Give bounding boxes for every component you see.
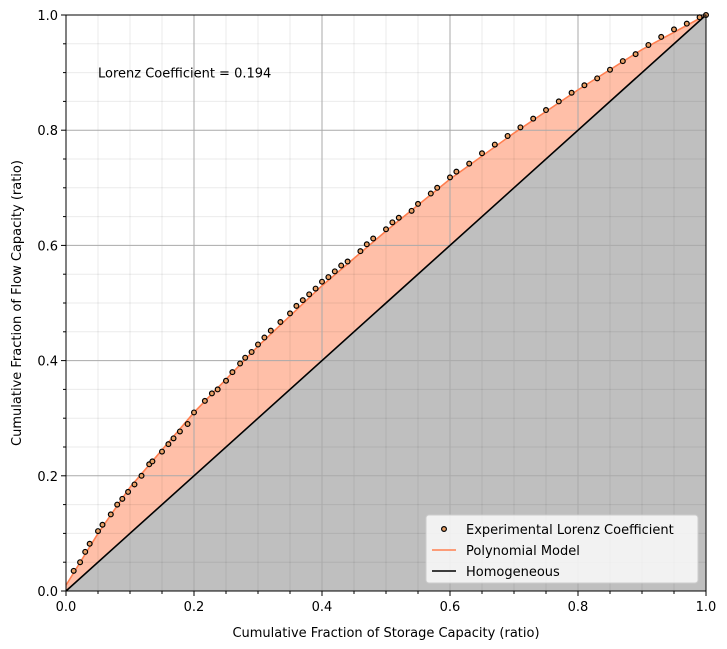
scatter-point [261, 334, 268, 341]
y-axis-label: Cumulative Fraction of Flow Capacity (ra… [10, 160, 25, 446]
scatter-point [248, 348, 255, 355]
line [65, 14, 707, 592]
scatter-point [86, 540, 93, 547]
scatter-point [632, 51, 639, 58]
scatter-point [293, 302, 300, 309]
scatter-point [131, 481, 138, 488]
scatter-point [453, 168, 460, 175]
scatter-point [479, 150, 486, 157]
y-tick-label: 1.0 [37, 9, 58, 24]
scatter-point [344, 258, 351, 265]
x-axis-label: Cumulative Fraction of Storage Capacity … [232, 626, 539, 641]
scatter-point [277, 319, 284, 326]
y-tick-label: 0.0 [37, 585, 58, 600]
scatter-point [606, 66, 613, 73]
scatter-point [389, 219, 396, 226]
scatter-point [542, 107, 549, 114]
scatter-point [208, 390, 215, 397]
scatter-point [370, 235, 377, 242]
scatter-point [287, 310, 294, 317]
scatter-point [299, 297, 306, 304]
scatter-point [125, 488, 132, 495]
scatter-point [214, 386, 221, 393]
scatter-point [408, 207, 415, 214]
legend-label: Polynomial Model [466, 544, 580, 559]
scatter-point [338, 262, 345, 269]
x-tick-label: 0.2 [184, 600, 205, 615]
scatter-point [530, 115, 537, 122]
scatter-point [237, 360, 244, 367]
scatter-point [149, 458, 156, 465]
legend-label: Homogeneous [466, 565, 560, 580]
scatter-point [517, 124, 524, 131]
legend-label: Experimental Lorenz Coefficient [466, 523, 674, 538]
scatter-point [242, 354, 249, 361]
scatter-point [357, 248, 364, 255]
scatter-point [99, 521, 106, 528]
scatter-point [255, 341, 262, 348]
scatter-point [312, 285, 319, 292]
scatter-point [319, 278, 326, 285]
scatter-point [223, 377, 230, 384]
scatter-point [331, 268, 338, 275]
scatter-point [581, 82, 588, 89]
scatter-point [77, 559, 84, 566]
x-tick-label: 0.6 [440, 600, 461, 615]
y-tick-label: 0.6 [37, 239, 58, 254]
scatter-point [94, 528, 101, 535]
scatter-point [658, 33, 665, 40]
scatter-point [114, 501, 121, 508]
y-tick-label: 0.8 [37, 124, 58, 139]
scatter-point [119, 495, 126, 502]
scatter-point [184, 420, 191, 427]
scatter-point [201, 397, 208, 404]
scatter-point [619, 58, 626, 65]
scatter-point [176, 428, 183, 435]
scatter-point [229, 369, 236, 376]
scatter-point [670, 26, 677, 33]
legend-marker [441, 525, 448, 532]
x-tick-label: 0.0 [56, 600, 77, 615]
scatter-point [555, 98, 562, 105]
scatter-point [466, 160, 473, 167]
scatter-point [159, 448, 166, 455]
scatter-point [191, 409, 198, 416]
scatter-point [306, 291, 313, 298]
scatter-point [594, 75, 601, 82]
x-tick-label: 0.8 [568, 600, 589, 615]
scatter-point [165, 441, 172, 448]
scatter-point [107, 511, 114, 518]
scatter-point [504, 132, 511, 139]
scatter-point [645, 41, 652, 48]
y-tick-label: 0.4 [37, 355, 58, 370]
scatter-point [434, 184, 441, 191]
scatter-point [82, 548, 89, 555]
scatter-point [70, 567, 77, 574]
scatter-point [395, 214, 402, 221]
x-tick-label: 0.4 [312, 600, 333, 615]
x-tick-label: 1.0 [696, 600, 717, 615]
scatter-point [696, 14, 703, 21]
scatter-point [568, 89, 575, 96]
scatter-point [415, 200, 422, 207]
annotation: Lorenz Coefficient = 0.194 [98, 67, 271, 82]
scatter-point [170, 435, 177, 442]
scatter-point [325, 274, 332, 281]
scatter-point [267, 327, 274, 334]
line [65, 14, 707, 586]
scatter-point [683, 20, 690, 27]
scatter-point [363, 241, 370, 248]
scatter-point [447, 174, 454, 181]
scatter-point [383, 226, 390, 233]
legend-box [425, 514, 699, 584]
scatter-point [491, 141, 498, 148]
scatter-point [427, 190, 434, 197]
scatter-point [138, 472, 145, 479]
y-tick-label: 0.2 [37, 470, 58, 485]
